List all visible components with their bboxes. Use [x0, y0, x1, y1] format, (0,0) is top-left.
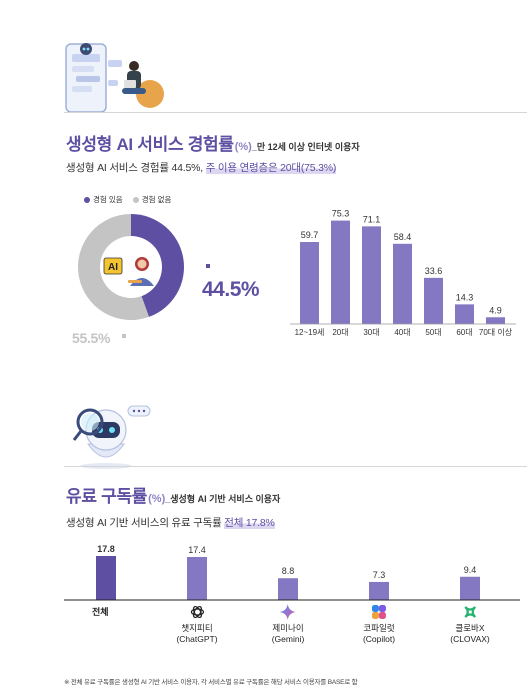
age-bar-value: 33.6 [425, 266, 443, 276]
legend-item-no: 경험 없음 [132, 194, 172, 205]
subscription-bar-value: 17.8 [97, 544, 115, 554]
legend-dot-yes [84, 196, 90, 203]
age-bar-category: 20대 [332, 328, 348, 337]
copilot-icon [372, 605, 386, 619]
age-bar-category: 70대 이상 [479, 327, 513, 337]
age-bar-value: 75.3 [332, 209, 350, 219]
no-marker [122, 334, 126, 338]
service-name-chatgpt: 챗지피티 [181, 623, 213, 633]
service-clovax: 클로바X (CLOVAX) [450, 604, 490, 645]
experience-yes-label: 44.5% [202, 278, 260, 301]
age-bar-value: 71.1 [363, 214, 381, 224]
total-label: 전체 [92, 607, 109, 617]
subscription-bar [187, 556, 207, 600]
subscription-bar-value: 17.4 [188, 545, 206, 555]
chatbot-phone-illustration [65, 43, 164, 113]
section1-subtitle-prefix: 생성형 AI 서비스 경험률 44.5%, [66, 162, 206, 174]
age-bar-value: 14.3 [456, 292, 474, 302]
age-bar [362, 226, 381, 324]
age-bar-category: 12~19세 [295, 328, 325, 337]
section2-title-scope: _생성형 AI 기반 서비스 이용자 [165, 494, 281, 504]
section1-subtitle-highlight: 주 이용 연령층은 20대(75.3%) [205, 162, 337, 174]
age-bar-value: 4.9 [489, 305, 502, 315]
service-chatgpt: 챗지피티 (ChatGPT) [176, 604, 218, 645]
section2-title-text: 유료 구독률 [66, 487, 148, 506]
ai-badge-text: AI [108, 262, 118, 273]
section1-subtitle: 생성형 AI 서비스 경험률 44.5%, 주 이용 연령층은 20대(75.3… [66, 160, 336, 175]
subscription-bar-value: 9.4 [464, 565, 477, 575]
chatgpt-icon [190, 605, 204, 619]
legend-item-yes: 경험 있음 [84, 194, 123, 205]
age-bar [393, 243, 412, 324]
donut-legend: 경험 있음 경험 없음 [84, 194, 171, 205]
clovax-icon [464, 606, 476, 618]
age-bar [331, 220, 350, 324]
section1-title: 생성형 AI 서비스 경험률 (%) _만 12세 이상 인터넷 이용자 [66, 130, 360, 155]
service-sub-chatgpt: (ChatGPT) [176, 634, 218, 644]
subscription-bar [369, 581, 389, 600]
section-divider [64, 112, 527, 113]
age-bar-value: 58.4 [394, 232, 412, 242]
legend-dot-no [132, 196, 139, 203]
age-bar-category: 40대 [394, 328, 410, 337]
footnote: ※ 전체 유료 구독률은 생성형 AI 기반 서비스 이용자, 각 서비스별 유… [64, 679, 358, 686]
subscription-bar-value: 7.3 [373, 570, 386, 580]
experience-donut-chart: AI [78, 214, 185, 320]
age-bar [424, 277, 443, 324]
service-sub-clovax: (CLOVAX) [450, 634, 490, 644]
age-bar [300, 242, 319, 324]
section2-title: 유료 구독률 (%) _생성형 AI 기반 서비스 이용자 [66, 482, 280, 507]
robot-magnifier-illustration [72, 405, 151, 469]
section1-title-scope: _만 12세 이상 인터넷 이용자 [251, 142, 360, 152]
section1-title-unit: (%) [234, 141, 252, 153]
legend-label-no: 경험 없음 [141, 195, 172, 204]
section2-subtitle: 생성형 AI 기반 서비스의 유료 구독률 전체 17.8% [66, 515, 275, 530]
age-bar-category: 50대 [425, 328, 441, 337]
subscription-bar [460, 576, 480, 600]
ai-user-illustration: AI [103, 257, 154, 286]
age-bar-value: 59.7 [301, 230, 319, 240]
age-bar [455, 304, 474, 324]
section2-title-unit: (%) [148, 493, 166, 505]
yes-marker [206, 264, 210, 268]
experience-no-label: 55.5% [72, 330, 111, 346]
subscription-bar [278, 578, 298, 600]
service-name-copilot: 코파일럿 [363, 623, 395, 633]
service-gemini: 제미나이 (Gemini) [271, 604, 305, 645]
subscription-bar-chart: 17.8 17.4 8.8 7.3 9.4 [64, 544, 520, 601]
service-sub-gemini: (Gemini) [271, 634, 305, 644]
service-name-gemini: 제미나이 [272, 623, 304, 633]
age-bar-chart: 59.7 12~19세 75.3 20대 71.1 30대 58.4 40대 33.6 50대 14… [290, 209, 516, 337]
age-bar [486, 317, 505, 324]
section2-subtitle-prefix: 생성형 AI 기반 서비스의 유료 구독률 [66, 517, 225, 529]
subscription-bar-value: 8.8 [282, 566, 295, 576]
age-bar-category: 30대 [363, 328, 379, 337]
gemini-icon [280, 604, 296, 620]
subscription-bar [96, 556, 116, 600]
age-bar-category: 60대 [456, 328, 472, 337]
section2-subtitle-highlight: 전체 17.8% [224, 517, 275, 529]
service-copilot: 코파일럿 (Copilot) [363, 604, 395, 645]
section1-title-text: 생성형 AI 서비스 경험률 [66, 135, 234, 154]
section-divider [64, 466, 527, 467]
legend-label-yes: 경험 있음 [93, 195, 123, 204]
service-name-clovax: 클로바X [455, 623, 485, 633]
service-sub-copilot: (Copilot) [362, 634, 396, 644]
